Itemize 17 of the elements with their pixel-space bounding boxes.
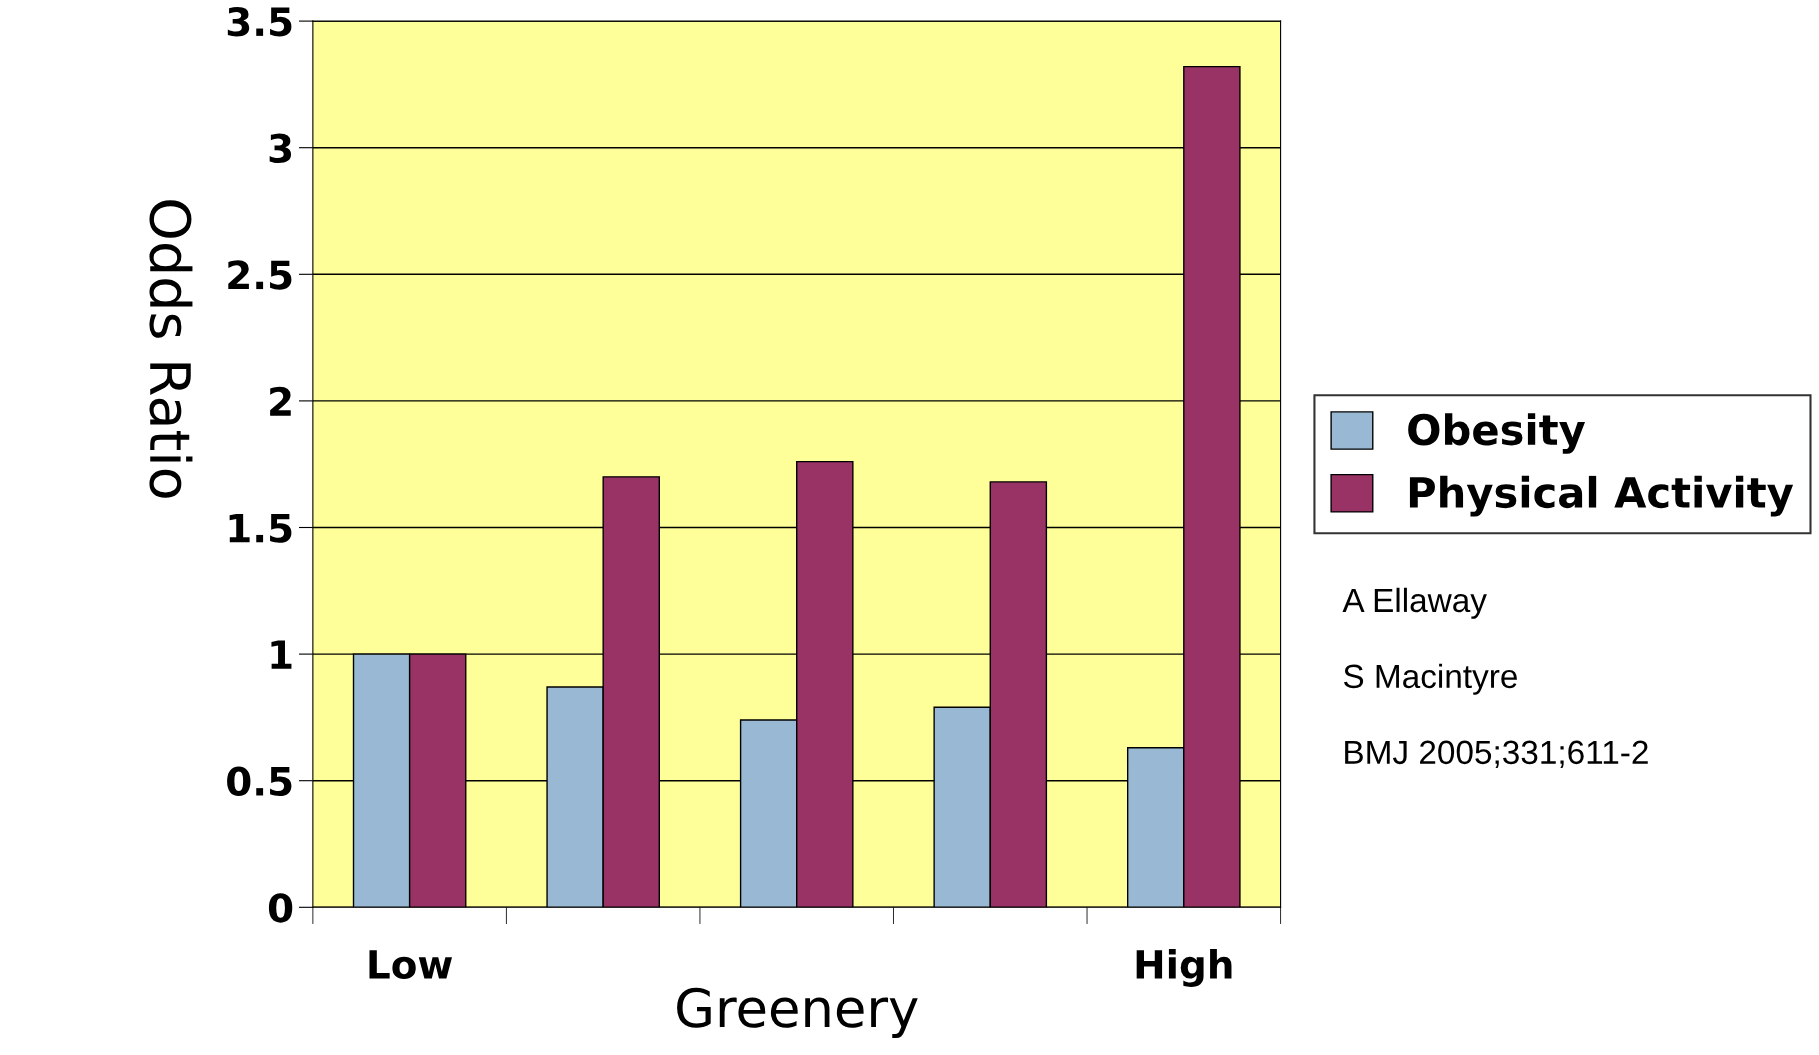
y-axis-title: Odds Ratio xyxy=(149,200,193,498)
x-tick-label: High xyxy=(1136,948,1232,987)
text: BMJ 2005;331;611-2 xyxy=(1345,740,1648,769)
text: A Ellaway xyxy=(1342,587,1487,619)
y-tick-label: 2 xyxy=(270,386,291,416)
y-tick-label: 1.5 xyxy=(229,513,292,543)
legend-label: Obesity xyxy=(1408,413,1586,454)
y-tick-label: 1 xyxy=(271,640,292,669)
x-axis-title: Greenery xyxy=(677,987,918,1038)
y-tick-label: 2.5 xyxy=(228,260,292,290)
text: S Macintyre xyxy=(1343,663,1517,695)
y-tick-label: 3 xyxy=(269,133,292,164)
legend-label: Physical Activity xyxy=(1409,475,1794,517)
y-tick-label: 0 xyxy=(268,893,293,923)
y-tick-label: 3.5 xyxy=(227,7,292,37)
y-tick-label: 0.5 xyxy=(227,766,292,797)
x-tick-label: Low xyxy=(369,950,452,980)
